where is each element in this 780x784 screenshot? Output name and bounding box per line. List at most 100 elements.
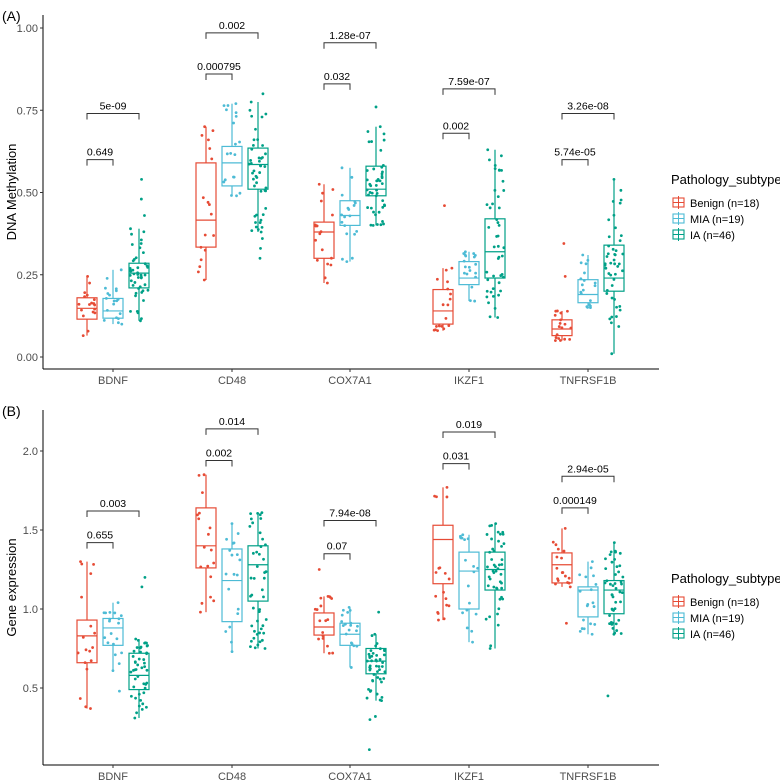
outlier-point [374,715,377,718]
data-point [259,517,263,520]
boxplot [603,177,625,356]
legend-title: Pathology_subtype [671,172,780,187]
data-point [108,611,112,614]
data-point [199,258,203,262]
data-point [604,557,607,561]
data-point [582,618,585,622]
data-point [202,545,206,549]
data-point [198,265,202,269]
data-point [619,198,623,202]
boxplot [484,522,506,650]
data-point [375,664,378,668]
p-value-label: 0.019 [456,419,482,431]
significance-bracket: 0.014 [205,416,259,435]
data-point [262,576,266,580]
data-point [370,191,374,195]
data-point [498,597,502,601]
data-point [592,574,595,578]
data-point [608,614,611,617]
outlier-point [565,621,568,625]
data-point [606,252,610,256]
data-point [464,254,468,258]
data-point [129,309,132,313]
data-point [612,541,616,545]
data-point [253,214,257,218]
data-point [263,647,267,650]
outlier-point [562,242,566,245]
data-point [258,513,262,517]
data-point [488,615,492,619]
box [221,145,243,187]
box [432,524,454,585]
data-point [131,283,135,287]
data-point [442,590,445,594]
data-point [446,287,450,291]
data-point [317,182,321,186]
data-point [259,230,263,234]
data-point [368,690,372,693]
data-point [371,224,375,227]
data-point [445,603,449,607]
data-point [613,582,617,585]
data-point [604,567,608,570]
data-point [614,587,618,590]
data-point [500,273,504,276]
data-point [437,618,440,622]
data-point [251,171,254,175]
legend-entry-label: IA (n=46) [690,230,735,242]
p-value-label: 0.655 [87,530,113,542]
data-point [318,232,322,236]
data-point [617,570,621,574]
data-point [326,262,330,266]
data-point [497,293,500,297]
data-point [487,225,491,229]
box [76,619,98,664]
data-point [93,307,97,311]
data-point [607,244,611,248]
data-point [444,316,448,320]
data-point [502,246,506,250]
data-point [146,265,150,269]
data-point [554,339,557,342]
data-point [252,576,256,580]
data-point [555,566,559,570]
data-point [488,158,491,162]
data-point [254,221,257,224]
data-point [341,608,345,612]
data-point [492,245,496,249]
data-point [375,692,379,696]
data-point [343,215,347,219]
data-point [201,491,204,495]
data-point [608,317,612,321]
series-mia [102,522,599,693]
significance-bracket: 0.002 [205,447,233,467]
data-point [377,210,381,214]
data-point [262,557,265,561]
data-point [348,608,352,612]
data-point [89,624,93,628]
data-point [472,564,475,568]
data-point [143,283,147,287]
data-point [92,562,95,566]
data-point [375,642,379,645]
data-point [563,574,567,578]
data-point [136,276,140,279]
data-point [383,204,387,208]
data-point [559,311,563,315]
data-point [371,652,375,655]
data-point [440,324,444,328]
data-point [466,537,470,541]
data-point [143,686,147,690]
data-point [593,284,597,288]
data-point [370,654,374,658]
data-point [201,196,205,200]
bracket-line [442,431,496,439]
panel-label: (B) [2,403,21,419]
data-point [559,318,563,322]
data-point [320,248,324,252]
bracket-line [205,73,233,81]
data-point [463,250,467,254]
data-point [488,550,492,554]
data-point [248,108,252,112]
box [102,617,124,646]
